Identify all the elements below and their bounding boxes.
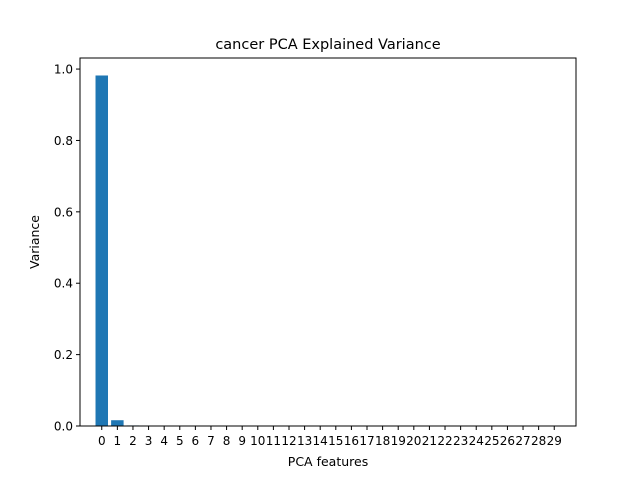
x-tick-label: 0 [98, 434, 106, 448]
plot-frame [79, 57, 577, 427]
x-tick-label: 8 [223, 434, 231, 448]
x-tick-label: 7 [207, 434, 215, 448]
chart-title: cancer PCA Explained Variance [215, 37, 440, 53]
x-tick-label: 22 [437, 434, 452, 448]
bar-0 [95, 75, 108, 427]
x-tick-label: 24 [469, 434, 484, 448]
x-tick-label: 19 [391, 434, 406, 448]
x-tick-label: 27 [515, 434, 530, 448]
y-tick-label: 0.6 [54, 205, 73, 219]
y-axis-ticks: 0.0 0.2 0.4 0.6 0.8 1.0 [54, 63, 80, 434]
x-tick-label: 9 [238, 434, 246, 448]
x-tick-label: 16 [344, 434, 359, 448]
x-axis-ticks: 0 1 2 3 4 5 6 7 8 9 10 11 12 13 14 15 16 17 18 19 20 21 22 23 24… [98, 426, 562, 448]
x-tick-label: 29 [547, 434, 562, 448]
y-tick-label: 1.0 [54, 63, 73, 77]
x-tick-label: 5 [176, 434, 184, 448]
x-tick-label: 12 [281, 434, 296, 448]
y-tick-label: 0.8 [54, 134, 73, 148]
x-tick-label: 6 [192, 434, 200, 448]
y-tick-label: 0.0 [54, 420, 73, 434]
x-tick-label: 4 [160, 434, 168, 448]
x-tick-label: 1 [114, 434, 122, 448]
y-tick-label: 0.4 [54, 277, 73, 291]
x-tick-label: 26 [500, 434, 515, 448]
x-tick-label: 2 [129, 434, 137, 448]
x-tick-label: 10 [250, 434, 265, 448]
y-tick-label: 0.2 [54, 348, 73, 362]
x-tick-label: 3 [145, 434, 153, 448]
x-tick-label: 15 [328, 434, 343, 448]
x-tick-label: 13 [297, 434, 312, 448]
x-tick-label: 20 [406, 434, 421, 448]
x-tick-label: 14 [313, 434, 328, 448]
x-tick-label: 18 [375, 434, 390, 448]
x-tick-label: 28 [531, 434, 546, 448]
bar-1 [111, 420, 124, 426]
y-axis-label: Variance [27, 215, 42, 269]
x-tick-label: 17 [359, 434, 374, 448]
x-axis-label: PCA features [288, 454, 368, 469]
x-tick-label: 23 [453, 434, 468, 448]
x-tick-label: 21 [422, 434, 437, 448]
x-tick-label: 25 [484, 434, 499, 448]
x-tick-label: 11 [266, 434, 281, 448]
